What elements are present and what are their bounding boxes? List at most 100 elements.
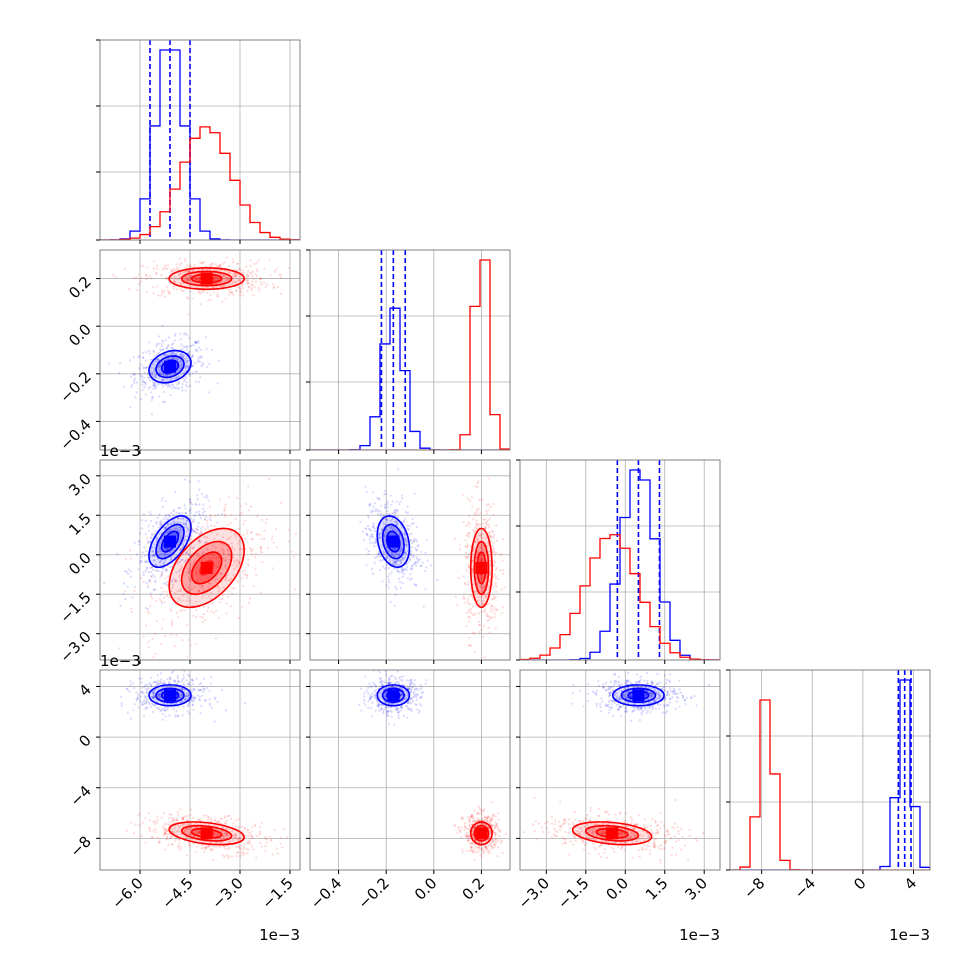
scatter-point xyxy=(180,289,184,292)
scatter-point xyxy=(369,541,372,544)
scatter-point xyxy=(230,291,233,294)
scatter-point xyxy=(189,264,192,267)
scatter-point xyxy=(388,573,391,576)
scatter-point xyxy=(152,820,155,823)
scatter-point xyxy=(188,554,191,557)
scatter-point xyxy=(216,585,220,588)
scatter-point xyxy=(476,513,479,516)
scatter-point xyxy=(187,683,190,686)
scatter-point xyxy=(476,524,479,527)
scatter-point xyxy=(143,561,146,564)
scatter-point xyxy=(152,381,155,385)
scatter-point xyxy=(463,597,466,600)
scatter-point xyxy=(156,674,159,677)
scatter-point xyxy=(172,510,176,513)
scatter-point xyxy=(495,822,499,825)
scatter-point xyxy=(161,572,164,576)
scatter-point xyxy=(488,531,491,534)
scatter-point xyxy=(172,670,175,673)
scatter-point xyxy=(239,293,242,296)
scatter-point xyxy=(170,633,173,636)
scatter-point xyxy=(382,550,385,553)
scatter-point xyxy=(468,824,471,828)
scatter-point xyxy=(181,383,184,386)
scatter-point xyxy=(240,853,244,856)
scatter-point xyxy=(236,564,239,567)
scatter-point xyxy=(229,272,232,275)
scatter-point xyxy=(186,264,189,267)
scatter-point xyxy=(146,537,149,540)
scatter-point xyxy=(205,686,209,690)
scatter-point xyxy=(194,530,197,534)
scatter-point xyxy=(245,275,249,278)
scatter-point xyxy=(493,826,497,829)
y-tick-label: −1.5 xyxy=(56,588,94,626)
scatter-point xyxy=(180,386,184,389)
scatter-point xyxy=(162,378,165,382)
y-tick-label: 0 xyxy=(75,731,94,750)
scatter-point xyxy=(184,551,187,555)
scatter-point xyxy=(126,687,129,691)
contour-line xyxy=(381,523,405,560)
scatter-point xyxy=(181,816,184,819)
scatter-point xyxy=(178,539,181,543)
scatter-point xyxy=(481,852,484,855)
scatter-point xyxy=(230,577,233,580)
scatter-point xyxy=(148,829,152,833)
scatter-point xyxy=(195,528,199,531)
scatter-point xyxy=(156,819,159,822)
scatter-point xyxy=(494,815,498,818)
scatter-point xyxy=(188,674,191,678)
scatter-point xyxy=(165,531,168,534)
scatter-point xyxy=(187,270,190,273)
scatter-point xyxy=(379,708,383,711)
scatter-point xyxy=(141,686,144,689)
scatter-point xyxy=(154,563,157,566)
scatter-point xyxy=(470,644,473,647)
scatter-point xyxy=(197,380,200,384)
scatter-point xyxy=(192,688,195,691)
scatter-point xyxy=(185,348,188,351)
scatter-point xyxy=(199,681,203,685)
scatter-point xyxy=(486,667,488,669)
scatter-point xyxy=(472,548,475,551)
scatter-point xyxy=(364,703,367,707)
scatter-point xyxy=(473,590,476,593)
scatter-point xyxy=(393,676,396,679)
scatter-point xyxy=(150,277,153,280)
scatter-point xyxy=(209,263,212,267)
scatter-point xyxy=(133,585,137,588)
scatter-point xyxy=(191,678,194,681)
contour-line xyxy=(148,684,192,707)
scatter-point xyxy=(246,281,250,284)
scatter-point xyxy=(405,691,409,695)
scatter-point xyxy=(171,351,174,354)
y-tick-label: −8 xyxy=(66,832,94,860)
scatter-point xyxy=(198,346,201,350)
scatter-point xyxy=(211,556,214,559)
scatter-point xyxy=(149,594,153,598)
scatter-point xyxy=(122,386,125,389)
scatter-point xyxy=(242,848,245,851)
scatter-point xyxy=(173,285,176,288)
scatter-point xyxy=(159,678,163,681)
scatter-point xyxy=(166,547,169,550)
histogram-series-0 xyxy=(100,49,300,240)
scatter-point xyxy=(171,830,174,833)
scatter-point xyxy=(197,540,201,543)
scatter-point xyxy=(199,688,203,691)
scatter-point xyxy=(201,551,204,554)
scatter-point xyxy=(146,698,149,702)
scatter-point xyxy=(365,491,369,494)
scatter-point xyxy=(484,840,488,843)
scatter-point xyxy=(397,554,400,557)
scatter-point xyxy=(482,518,485,521)
scatter-point xyxy=(192,703,195,706)
scatter-point xyxy=(243,827,247,830)
scatter-point xyxy=(140,280,143,283)
scatter-point xyxy=(194,277,197,280)
y-tick-label: 3.0 xyxy=(65,470,95,500)
scatter-point xyxy=(223,815,227,818)
scatter-point xyxy=(224,503,227,506)
scatter-point xyxy=(165,531,168,534)
